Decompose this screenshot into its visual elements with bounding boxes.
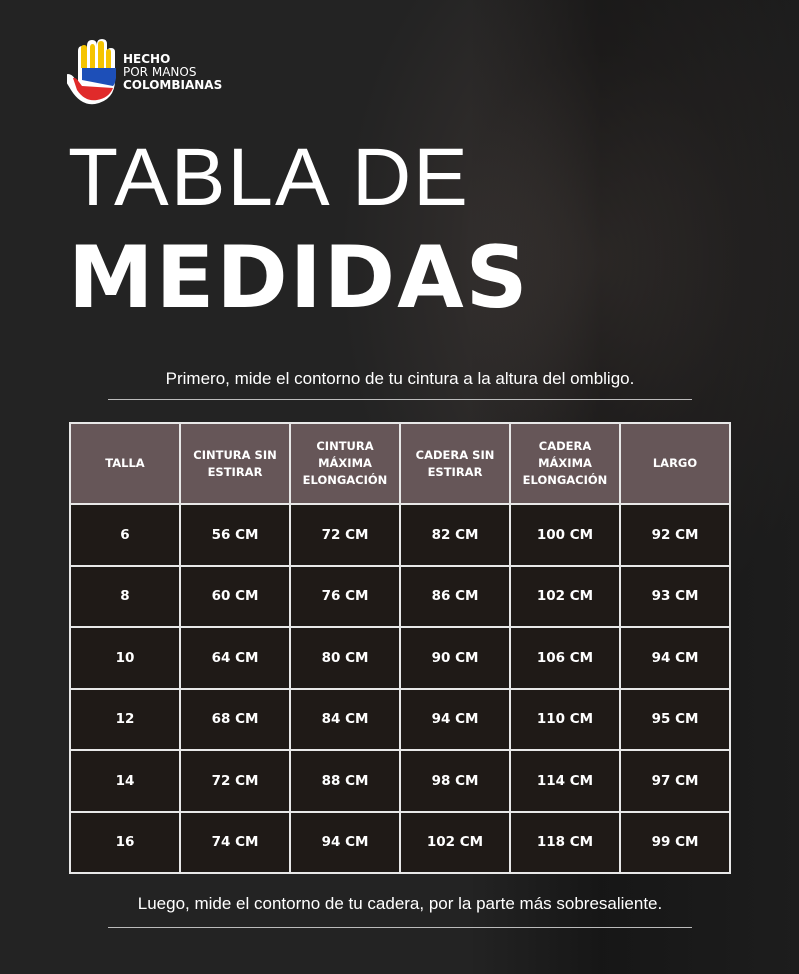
table-cell: 82 CM xyxy=(399,503,511,567)
note-top: Primero, mide el contorno de tu cintura … xyxy=(108,369,692,400)
table-cell: 64 CM xyxy=(179,626,291,690)
table-header-row: TALLA CINTURA SIN ESTIRAR CINTURA MÁXIMA… xyxy=(69,422,731,505)
hand-flag-icon xyxy=(67,39,116,105)
table-cell: 95 CM xyxy=(619,687,731,751)
table-cell: 6 xyxy=(69,503,181,567)
header-cell: CADERA SIN ESTIRAR xyxy=(399,422,511,505)
table-cell: 14 xyxy=(69,749,181,813)
table-cell: 16 xyxy=(69,810,181,874)
table-cell: 114 CM xyxy=(509,749,621,813)
title-line1: TABLA DE xyxy=(68,132,470,223)
table-row: 8 60 CM 76 CM 86 CM 102 CM 93 CM xyxy=(69,564,731,628)
table-row: 6 56 CM 72 CM 82 CM 100 CM 92 CM xyxy=(69,503,731,567)
table-cell: 99 CM xyxy=(619,810,731,874)
table-cell: 100 CM xyxy=(509,503,621,567)
note-bottom: Luego, mide el contorno de tu cadera, po… xyxy=(137,894,663,913)
header-cell: CINTURA SIN ESTIRAR xyxy=(179,422,291,505)
table-cell: 74 CM xyxy=(179,810,291,874)
table-cell: 86 CM xyxy=(399,564,511,628)
header-cell: CINTURA MÁXIMA ELONGACIÓN xyxy=(289,422,401,505)
table-cell: 118 CM xyxy=(509,810,621,874)
table-row: 12 68 CM 84 CM 94 CM 110 CM 95 CM xyxy=(69,687,731,751)
table-cell: 56 CM xyxy=(179,503,291,567)
table-row: 14 72 CM 88 CM 98 CM 114 CM 97 CM xyxy=(69,749,731,813)
table-cell: 110 CM xyxy=(509,687,621,751)
table-cell: 90 CM xyxy=(399,626,511,690)
table-cell: 8 xyxy=(69,564,181,628)
table-cell: 93 CM xyxy=(619,564,731,628)
table-cell: 94 CM xyxy=(289,810,401,874)
table-row: 16 74 CM 94 CM 102 CM 118 CM 99 CM xyxy=(69,810,731,874)
table-cell: 12 xyxy=(69,687,181,751)
table-cell: 94 CM xyxy=(399,687,511,751)
table-cell: 102 CM xyxy=(509,564,621,628)
table-cell: 10 xyxy=(69,626,181,690)
divider xyxy=(108,927,692,928)
table-cell: 102 CM xyxy=(399,810,511,874)
logo: HECHO POR MANOS COLOMBIANAS xyxy=(67,38,222,106)
table-cell: 80 CM xyxy=(289,626,401,690)
logo-line1: HECHO xyxy=(123,51,171,66)
table-cell: 98 CM xyxy=(399,749,511,813)
table-cell: 92 CM xyxy=(619,503,731,567)
header-cell: TALLA xyxy=(69,422,181,505)
size-table: TALLA CINTURA SIN ESTIRAR CINTURA MÁXIMA… xyxy=(69,422,731,874)
table-cell: 72 CM xyxy=(289,503,401,567)
table-cell: 72 CM xyxy=(179,749,291,813)
table-cell: 94 CM xyxy=(619,626,731,690)
table-cell: 106 CM xyxy=(509,626,621,690)
header-cell: LARGO xyxy=(619,422,731,505)
table-cell: 68 CM xyxy=(179,687,291,751)
title-line2: MEDIDAS xyxy=(68,228,530,328)
table-cell: 84 CM xyxy=(289,687,401,751)
table-row: 10 64 CM 80 CM 90 CM 106 CM 94 CM xyxy=(69,626,731,690)
table-cell: 60 CM xyxy=(179,564,291,628)
table-cell: 76 CM xyxy=(289,564,401,628)
header-cell: CADERA MÁXIMA ELONGACIÓN xyxy=(509,422,621,505)
logo-line3: COLOMBIANAS xyxy=(123,77,223,92)
logo-line2: POR MANOS xyxy=(123,64,197,79)
table-cell: 88 CM xyxy=(289,749,401,813)
table-cell: 97 CM xyxy=(619,749,731,813)
